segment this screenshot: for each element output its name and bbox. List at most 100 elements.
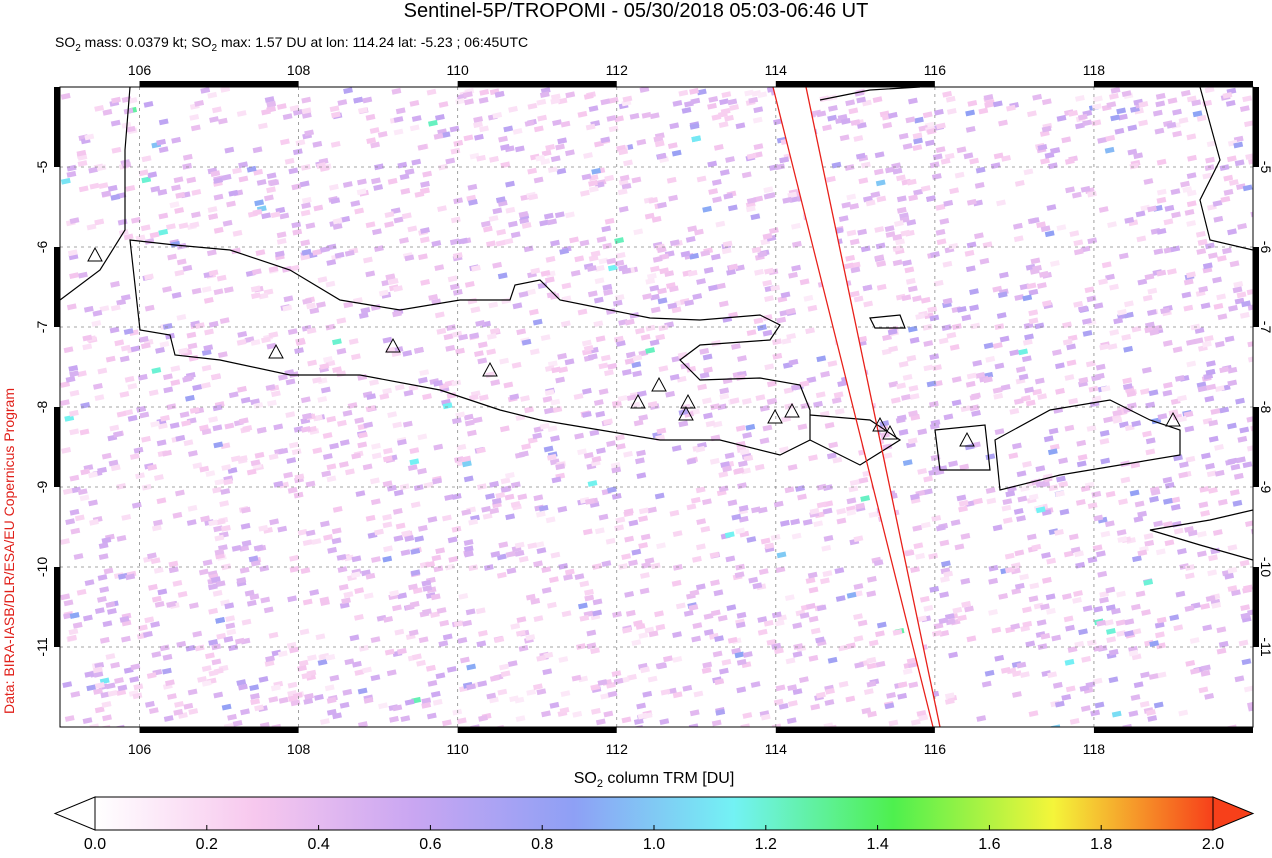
so2-pixel [261, 108, 271, 116]
so2-pixel [533, 615, 544, 622]
x-tick-label: 114 [765, 62, 788, 78]
so2-pixel [521, 338, 532, 346]
so2-pixel [649, 112, 660, 120]
so2-pixel [1014, 180, 1025, 187]
so2-pixel [150, 621, 161, 628]
so2-pixel [301, 196, 312, 204]
so2-pixel [447, 275, 458, 283]
so2-pixel [787, 191, 798, 199]
so2-pixel [1122, 723, 1133, 727]
so2-pixel [776, 551, 787, 559]
so2-pixel [438, 101, 449, 108]
so2-pixel [731, 513, 742, 521]
so2-pixel [803, 294, 814, 302]
so2-pixel [147, 464, 158, 471]
so2-pixel [1013, 398, 1024, 405]
so2-pixel [690, 496, 701, 504]
so2-pixel [1068, 110, 1079, 117]
so2-pixel [1238, 639, 1249, 647]
so2-pixel [813, 520, 824, 528]
so2-pixel [486, 333, 497, 340]
so2-pixel [1087, 502, 1098, 509]
so2-pixel [319, 520, 330, 528]
so2-pixel [1068, 533, 1079, 541]
so2-pixel [669, 239, 680, 247]
so2-pixel [1184, 572, 1195, 580]
so2-pixel [1206, 470, 1217, 478]
so2-pixel [806, 376, 817, 384]
x-tick-label: 116 [924, 741, 947, 757]
so2-pixel [120, 294, 131, 301]
so2-pixel [294, 347, 304, 354]
so2-pixel [600, 692, 611, 700]
so2-pixel [901, 394, 911, 401]
so2-pixel [250, 339, 261, 346]
so2-pixel [214, 534, 225, 542]
so2-pixel [162, 286, 172, 293]
so2-pixel [897, 681, 908, 689]
so2-pixel [660, 688, 671, 696]
so2-pixel [1020, 625, 1031, 632]
so2-pixel [807, 304, 818, 312]
so2-pixel [213, 177, 224, 184]
so2-pixel [213, 441, 224, 449]
so2-pixel [207, 91, 218, 99]
so2-pixel [146, 672, 157, 679]
so2-pixel [1037, 393, 1048, 400]
so2-pixel [621, 368, 632, 376]
so2-pixel [492, 261, 503, 269]
so2-pixel [1099, 596, 1109, 604]
x-tick-label: 112 [606, 741, 629, 757]
so2-pixel [1220, 196, 1231, 203]
so2-pixel [1227, 457, 1238, 465]
so2-pixel [171, 136, 182, 144]
colorbar-tick-label: 0.4 [307, 836, 329, 853]
so2-pixel [185, 644, 196, 652]
y-tick-label: -9 [1258, 481, 1272, 494]
so2-pixel [239, 544, 250, 552]
so2-pixel [395, 107, 406, 115]
so2-pixel [1148, 673, 1159, 680]
so2-pixel [292, 228, 303, 236]
so2-pixel [304, 693, 314, 700]
so2-pixel [344, 249, 355, 257]
so2-pixel [922, 323, 933, 331]
so2-pixel [686, 503, 697, 511]
so2-pixel [68, 628, 79, 636]
so2-pixel [306, 327, 317, 335]
so2-pixel [969, 157, 980, 165]
so2-pixel [699, 347, 710, 355]
so2-pixel [896, 414, 907, 422]
so2-pixel [1024, 386, 1035, 394]
so2-pixel [337, 419, 347, 427]
so2-pixel [66, 303, 77, 311]
so2-pixel [514, 550, 525, 557]
so2-pixel [543, 445, 554, 453]
so2-pixel [1208, 419, 1219, 427]
so2-pixel [715, 220, 726, 228]
so2-pixel [735, 621, 746, 629]
so2-pixel [144, 304, 155, 312]
so2-pixel [289, 565, 300, 573]
so2-pixel [305, 529, 316, 537]
so2-pixel [774, 647, 784, 655]
so2-pixel [175, 489, 185, 497]
so2-pixel [703, 366, 713, 374]
so2-pixel [1167, 268, 1177, 275]
so2-pixel [998, 119, 1008, 127]
so2-pixel [805, 577, 816, 584]
so2-pixel [1107, 343, 1118, 350]
so2-pixel [482, 225, 493, 233]
so2-pixel [88, 499, 98, 507]
so2-pixel [529, 308, 539, 316]
so2-pixel [327, 546, 338, 554]
so2-pixel [129, 453, 140, 460]
so2-pixel [1120, 476, 1131, 484]
so2-pixel [1178, 709, 1189, 717]
so2-pixel [692, 622, 703, 629]
so2-pixel [504, 493, 515, 501]
so2-pixel [1219, 406, 1230, 414]
so2-pixel [117, 572, 128, 580]
so2-pixel [558, 656, 569, 663]
